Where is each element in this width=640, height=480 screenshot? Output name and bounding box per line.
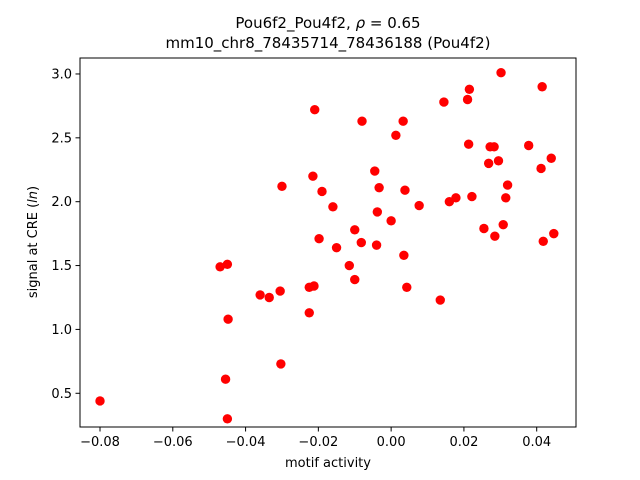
data-point-48	[490, 231, 500, 241]
data-point-47	[489, 142, 499, 152]
data-point-35	[414, 200, 424, 211]
data-point-52	[501, 193, 511, 203]
data-point-3	[220, 374, 231, 384]
x-axis-label: motif activity	[285, 456, 371, 471]
y-tick-label: 2.5	[51, 131, 72, 146]
data-point-36	[435, 295, 445, 305]
data-point-7	[264, 292, 274, 303]
data-point-53	[502, 180, 513, 190]
data-point-31	[398, 116, 408, 126]
data-point-26	[371, 240, 382, 250]
y-tick-label: 3.0	[51, 67, 72, 82]
data-point-11	[304, 308, 314, 318]
data-point-59	[549, 228, 559, 239]
chart-title-line2: mm10_chr8_78435714_78436188 (Pou4f2)	[165, 34, 490, 53]
y-axis-label: signal at CRE (ln)	[26, 186, 41, 298]
data-point-6	[255, 290, 265, 300]
data-point-44	[479, 223, 489, 234]
data-point-39	[451, 193, 461, 203]
data-point-18	[328, 202, 338, 212]
data-point-32	[399, 250, 409, 261]
data-point-13	[309, 281, 319, 291]
data-point-45	[483, 158, 494, 169]
x-tick-label: −0.02	[298, 435, 338, 450]
x-tick-label: −0.04	[226, 435, 266, 450]
data-point-25	[370, 166, 380, 176]
data-points	[95, 67, 559, 424]
data-point-21	[350, 225, 360, 235]
plot-area	[80, 58, 576, 427]
x-tick-label: 0.00	[377, 435, 406, 450]
data-point-0	[95, 396, 105, 406]
data-point-23	[356, 237, 366, 248]
data-point-37	[439, 97, 449, 107]
data-point-56	[537, 82, 547, 92]
data-point-29	[386, 216, 396, 226]
data-point-55	[536, 163, 546, 174]
data-point-49	[493, 156, 504, 166]
y-axis: 0.5 1.0 1.5 2.0 2.5 3.0	[51, 67, 80, 402]
y-tick-label: 1.5	[51, 259, 72, 274]
data-point-15	[310, 105, 320, 115]
data-point-20	[344, 260, 354, 271]
plot-frame	[79, 57, 577, 428]
data-point-28	[374, 182, 384, 193]
data-point-33	[400, 185, 410, 195]
x-tick-label: 0.02	[449, 435, 478, 450]
x-tick-label: −0.06	[153, 435, 193, 450]
data-point-51	[498, 219, 508, 230]
data-point-14	[308, 171, 318, 181]
data-point-22	[350, 274, 360, 285]
data-point-5	[222, 414, 233, 424]
chart-title-line1: Pou6f2_Pou4f2, ρ = 0.65	[235, 14, 420, 33]
data-point-2	[222, 259, 233, 269]
data-point-34	[402, 282, 412, 292]
data-point-16	[314, 234, 324, 244]
data-point-57	[538, 236, 548, 246]
data-point-42	[464, 84, 475, 94]
data-point-40	[462, 94, 473, 105]
y-tick-label: 1.0	[51, 323, 72, 338]
data-point-10	[276, 359, 286, 369]
data-point-54	[523, 140, 534, 151]
data-point-17	[317, 186, 327, 197]
data-point-50	[496, 67, 506, 78]
data-point-1	[215, 262, 225, 272]
plot-background	[80, 58, 576, 427]
data-point-41	[463, 139, 474, 149]
data-point-58	[546, 153, 556, 163]
data-point-30	[391, 130, 401, 140]
data-point-8	[275, 286, 285, 296]
x-tick-label: 0.04	[522, 435, 551, 450]
data-point-24	[357, 116, 367, 126]
data-point-43	[467, 191, 477, 202]
data-point-9	[277, 181, 287, 192]
data-point-27	[372, 207, 383, 217]
x-axis: −0.08 −0.06 −0.04 −0.02 0.00 0.02 0.04	[80, 427, 551, 450]
x-tick-label: −0.08	[80, 435, 120, 450]
data-point-19	[331, 242, 342, 253]
y-tick-label: 2.0	[51, 195, 72, 210]
y-tick-label: 0.5	[51, 387, 72, 402]
data-point-4	[223, 314, 233, 324]
